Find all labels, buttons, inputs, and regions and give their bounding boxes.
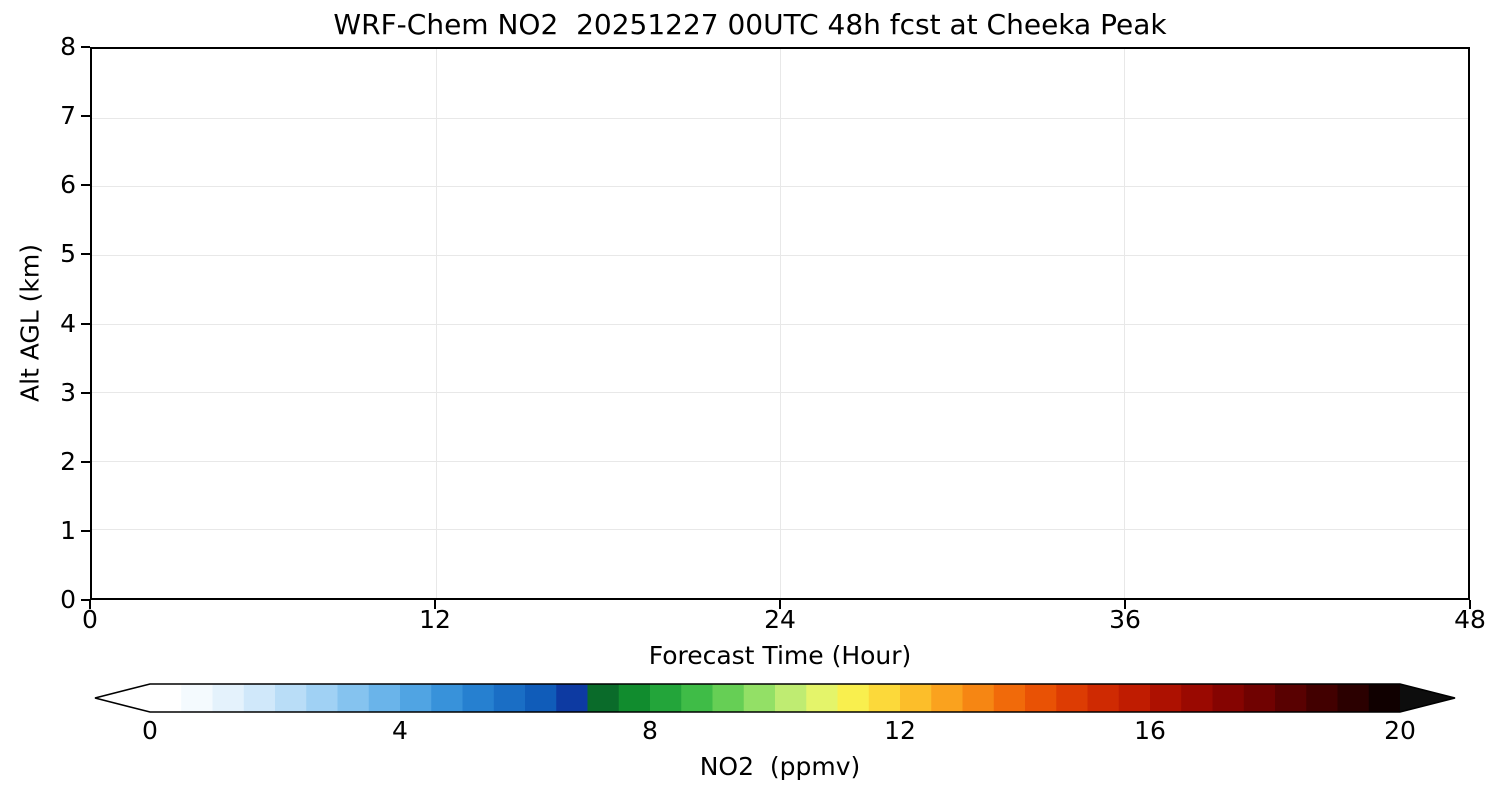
colorbar — [94, 683, 1456, 713]
colorbar-tick-label: 20 — [1384, 716, 1416, 745]
x-tick — [89, 600, 91, 609]
colorbar-segment — [681, 684, 714, 712]
colorbar-segment — [337, 684, 370, 712]
x-tick-label: 36 — [1109, 605, 1141, 634]
colorbar-segment — [1306, 684, 1339, 712]
x-tick-label: 0 — [82, 605, 98, 634]
y-tick — [81, 529, 90, 532]
colorbar-segment — [1368, 684, 1400, 712]
colorbar-label: NO2 (ppmv) — [699, 752, 861, 781]
colorbar-tick-label: 4 — [392, 716, 408, 745]
colorbar-tick-label: 8 — [642, 716, 658, 745]
x-tick-label: 12 — [419, 605, 451, 634]
x-axis-label: Forecast Time (Hour) — [648, 641, 912, 670]
chart-title: WRF-Chem NO2 20251227 00UTC 48h fcst at … — [333, 8, 1167, 41]
colorbar-segment — [743, 684, 776, 712]
colorbar-segment — [618, 684, 651, 712]
colorbar-segment — [556, 684, 589, 712]
colorbar-segment — [1275, 684, 1307, 712]
colorbar-segment — [1181, 684, 1214, 712]
y-tick — [81, 391, 90, 394]
y-tick — [81, 184, 90, 187]
v-gridline — [436, 49, 437, 598]
colorbar-segment — [993, 684, 1026, 712]
colorbar-under-arrow — [95, 684, 150, 712]
y-tick — [81, 46, 90, 48]
y-tick-label: 3 — [60, 377, 76, 407]
colorbar-segment — [1087, 684, 1120, 712]
y-tick — [81, 322, 90, 325]
colorbar-segment — [368, 684, 401, 712]
colorbar-segment — [431, 684, 464, 712]
colorbar-over-arrow — [1400, 684, 1455, 712]
colorbar-segment — [1212, 684, 1245, 712]
y-tick-label: 1 — [60, 515, 76, 545]
y-tick-label: 2 — [60, 446, 76, 476]
colorbar-segment — [900, 684, 932, 712]
colorbar-segment — [1337, 684, 1370, 712]
colorbar-segment — [587, 684, 620, 712]
x-tick — [1469, 600, 1471, 609]
y-tick — [81, 115, 90, 118]
y-tick-label: 8 — [60, 32, 76, 61]
colorbar-segment — [212, 684, 245, 712]
v-gridline — [780, 49, 781, 598]
x-tick — [1124, 600, 1126, 609]
colorbar-segment — [181, 684, 214, 712]
colorbar-tick-label: 0 — [142, 716, 158, 745]
colorbar-segment — [962, 684, 995, 712]
colorbar-segment — [275, 684, 307, 712]
v-gridline — [1124, 49, 1125, 598]
y-tick-label: 6 — [60, 170, 76, 200]
colorbar-segment — [306, 684, 339, 712]
y-tick-label: 4 — [60, 308, 76, 338]
y-tick — [81, 599, 90, 601]
colorbar-tick-label: 12 — [884, 716, 916, 745]
y-tick-label: 7 — [60, 101, 76, 131]
y-tick-label: 0 — [60, 585, 76, 614]
y-tick — [81, 460, 90, 463]
colorbar-segment — [806, 684, 839, 712]
colorbar-segment — [712, 684, 745, 712]
plot-area — [90, 47, 1470, 600]
y-tick-label: 5 — [60, 239, 76, 269]
colorbar-segment — [1118, 684, 1151, 712]
colorbar-segment — [837, 684, 870, 712]
colorbar-segment — [1243, 684, 1276, 712]
colorbar-segment — [868, 684, 901, 712]
colorbar-segment — [775, 684, 807, 712]
colorbar-segment — [1025, 684, 1057, 712]
colorbar-segment — [931, 684, 964, 712]
colorbar-segment — [243, 684, 276, 712]
colorbar-segment — [525, 684, 557, 712]
x-tick-label: 48 — [1454, 605, 1486, 634]
x-tick — [779, 600, 781, 609]
colorbar-segment — [650, 684, 682, 712]
colorbar-segment — [462, 684, 495, 712]
colorbar-segment — [493, 684, 526, 712]
y-tick — [81, 253, 90, 256]
x-tick — [434, 600, 436, 609]
colorbar-segment — [1056, 684, 1089, 712]
colorbar-outline — [94, 683, 1456, 713]
colorbar-segment — [400, 684, 432, 712]
colorbar-segment — [1150, 684, 1182, 712]
colorbar-tick-label: 16 — [1134, 716, 1166, 745]
colorbar-segment — [150, 684, 182, 712]
x-tick-label: 24 — [764, 605, 796, 634]
